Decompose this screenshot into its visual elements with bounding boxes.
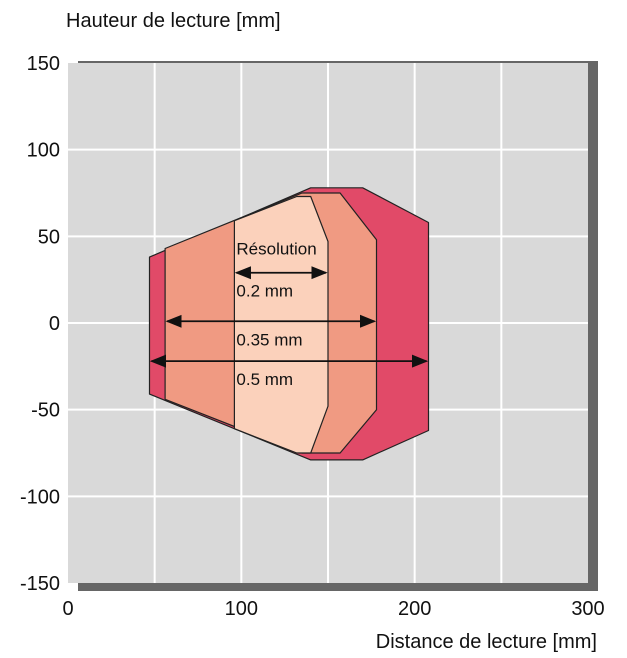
y-tick-label: 100 [27,140,60,162]
annotation-label: 0.35 mm [236,330,302,349]
y-tick-label: 50 [38,226,60,248]
x-axis-title: Distance de lecture [mm] [376,631,597,653]
y-axis-title: Hauteur de lecture [mm] [66,10,281,32]
x-tick-label: 200 [398,598,431,620]
zone-0-2-mm [233,195,329,454]
x-tick-label: 100 [225,598,258,620]
x-tick-label: 300 [571,598,604,620]
annotation-label: 0.2 mm [236,282,293,301]
y-tick-labels: 150 100 50 0 -50 -100 -150 [20,53,60,595]
y-tick-label: 0 [49,313,60,335]
resolution-annotations: Résolution 0.2 mm 0.35 mm 0.5 mm [149,239,429,389]
annotation-label: 0.5 mm [236,370,293,389]
y-tick-label: 150 [27,53,60,75]
y-tick-label: -50 [31,400,60,422]
y-tick-label: -150 [20,573,60,595]
x-tick-label: 0 [62,598,73,620]
y-tick-label: -100 [20,486,60,508]
x-tick-labels: 0 100 200 300 [62,598,604,620]
annotation-heading: Résolution [236,239,316,258]
